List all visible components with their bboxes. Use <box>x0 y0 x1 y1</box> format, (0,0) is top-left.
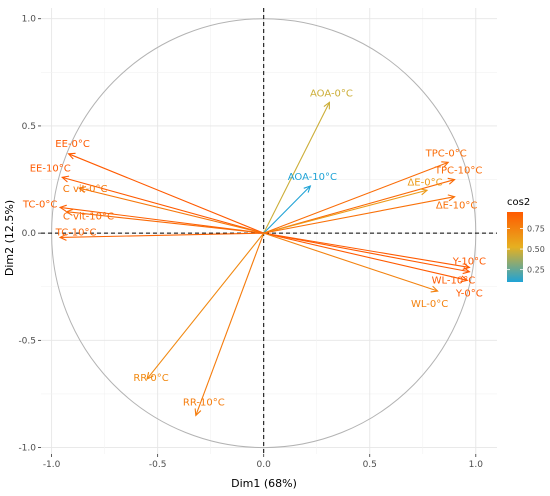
arrowhead-ee-10-c <box>60 175 70 183</box>
legend-ticks: 0.25 0.50 0.75 <box>507 224 545 275</box>
arrow--e-0-c <box>263 189 428 234</box>
y-tick-label: 1.0 <box>22 15 37 25</box>
x-tick-label: 1.0 <box>469 460 484 470</box>
arrowhead-y-0-c <box>460 275 469 283</box>
arrow--e-10-c <box>263 196 455 234</box>
arrow-wl-0-c <box>263 232 438 292</box>
arrowhead-rr-0-c <box>146 372 154 380</box>
arrow-rr-10-c <box>195 232 265 416</box>
legend: cos2 0.25 0.50 0.75 <box>507 197 545 282</box>
y-tick-label: 0.5 <box>22 122 36 132</box>
label-tpc-0-c: TPC-0°C <box>425 148 467 159</box>
label-c-vit-10-c: C vit-10°C <box>63 212 114 223</box>
label-tc-0-c: TC-0°C <box>22 199 57 210</box>
arrowhead-c-vit-0-c <box>77 186 87 193</box>
legend-tick-label: 0.75 <box>527 224 545 233</box>
arrowhead-wl-0-c <box>430 285 439 293</box>
label-y-0-c: Y-0°C <box>455 288 483 299</box>
arrowhead--e-10-c <box>447 194 456 202</box>
arrowhead-aoa-10-c <box>303 185 312 193</box>
label--e-10-c: ΔE-10°C <box>436 201 477 212</box>
arrowhead--e-0-c <box>420 188 429 196</box>
axis-ticks: -1.0 -0.5 0.0 0.5 1.0 -1.0 -0.5 0.0 0.5 1.0 <box>18 15 483 470</box>
label-c-vit-0-c: C vit-0°C <box>63 184 108 195</box>
y-tick-label: -1.0 <box>18 444 36 454</box>
arrowhead-tpc-0-c <box>441 161 450 168</box>
arrowhead-wl-10-c <box>462 267 471 275</box>
arrow-y-10-c <box>263 232 470 268</box>
arrowhead-rr-10-c <box>194 408 202 417</box>
y-tick-label: 0.0 <box>22 229 37 239</box>
label-tpc-10-c: TPC-10°C <box>434 166 482 177</box>
label-ee-0-c: EE-0°C <box>55 139 90 150</box>
label-rr-10-c: RR-10°C <box>183 397 225 408</box>
x-tick-label: 0.0 <box>257 460 272 470</box>
x-axis-title: Dim1 (68%) <box>231 477 297 490</box>
label-wl-0-c: WL-0°C <box>411 299 448 310</box>
arrow-tpc-0-c <box>263 161 449 234</box>
label-tc-10-c: TC-10°C <box>55 227 97 238</box>
arrow-c-vit-0-c <box>79 187 264 234</box>
x-tick-label: -1.0 <box>43 460 61 470</box>
reference-lines <box>41 8 497 454</box>
arrowhead-tc-10-c <box>58 233 67 241</box>
label--e-0-c: ΔE-0°C <box>407 177 442 188</box>
arrow-aoa-0-c <box>263 102 330 234</box>
variable-arrows <box>58 101 471 417</box>
arrow-tpc-10-c <box>263 179 455 234</box>
arrow-ee-10-c <box>62 176 264 234</box>
legend-tick-label: 0.50 <box>527 245 545 254</box>
arrowhead-c-vit-10-c <box>65 208 74 216</box>
x-tick-label: -0.5 <box>149 460 167 470</box>
arrow-y-0-c <box>263 232 468 281</box>
arrowhead-aoa-0-c <box>323 101 331 110</box>
label-rr-0-c: RR-0°C <box>133 373 168 384</box>
legend-colorbar <box>507 212 523 282</box>
arrow-tc-10-c <box>60 232 264 238</box>
arrowhead-tc-0-c <box>58 204 67 212</box>
label-y-10-c: Y-10°C <box>452 256 486 267</box>
arrow-ee-0-c <box>68 153 264 234</box>
arrowhead-tpc-10-c <box>447 177 456 185</box>
label-aoa-0-c: AOA-0°C <box>310 88 353 99</box>
arrow-c-vit-10-c <box>66 211 264 234</box>
label-aoa-10-c: AOA-10°C <box>288 172 337 183</box>
legend-title: cos2 <box>507 197 530 208</box>
arrow-rr-0-c <box>146 232 265 380</box>
x-tick-label: 0.5 <box>363 460 377 470</box>
variable-labels: AOA-0°C AOA-10°C TPC-0°C TPC-10°CΔE-0°C ΔE-1… <box>22 88 486 408</box>
label-ee-10-c: EE-10°C <box>30 163 71 174</box>
y-tick-label: -0.5 <box>18 336 36 346</box>
y-axis-title: Dim2 (12.5%) <box>3 200 16 276</box>
arrow-aoa-10-c <box>263 185 311 234</box>
legend-tick-label: 0.25 <box>527 266 545 275</box>
arrow-tc-0-c <box>60 206 264 234</box>
label-wl-10-c: WL-10°C <box>432 276 476 287</box>
arrowhead-ee-0-c <box>67 152 76 160</box>
arrow-wl-10-c <box>263 232 470 273</box>
